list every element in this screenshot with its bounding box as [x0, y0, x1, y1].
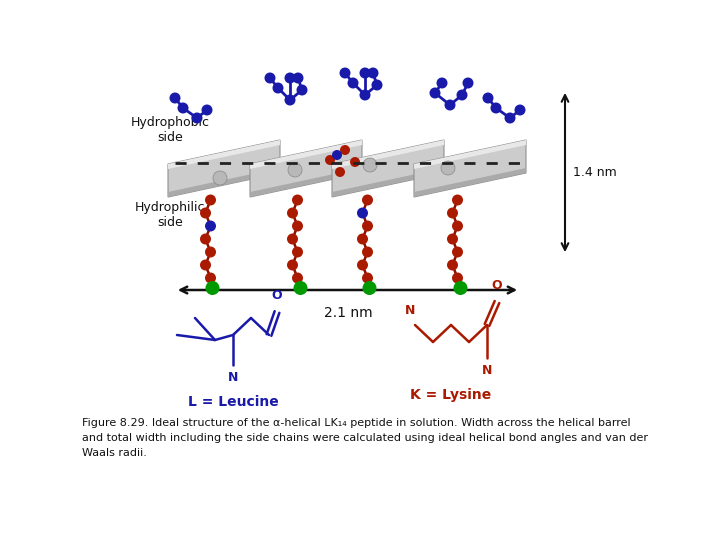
Circle shape — [456, 90, 467, 100]
Text: O: O — [271, 289, 282, 302]
Polygon shape — [332, 140, 444, 197]
Circle shape — [447, 233, 458, 245]
Circle shape — [362, 273, 373, 284]
Polygon shape — [332, 168, 444, 197]
Circle shape — [205, 194, 216, 206]
Text: 1.4 nm: 1.4 nm — [573, 165, 617, 179]
Circle shape — [200, 233, 211, 245]
Circle shape — [452, 246, 463, 258]
Text: Figure 8.29. Ideal structure of the α-helical LK₁₄ peptide in solution. Width ac: Figure 8.29. Ideal structure of the α-he… — [82, 418, 648, 457]
Polygon shape — [250, 140, 362, 169]
Polygon shape — [414, 168, 526, 197]
Circle shape — [357, 207, 368, 219]
Circle shape — [292, 194, 303, 206]
Circle shape — [348, 78, 359, 89]
Circle shape — [515, 105, 526, 116]
Circle shape — [462, 78, 474, 89]
Circle shape — [357, 233, 368, 245]
Circle shape — [287, 260, 298, 271]
Circle shape — [292, 273, 303, 284]
Circle shape — [444, 99, 456, 111]
Circle shape — [332, 150, 342, 160]
Text: N: N — [482, 364, 492, 377]
Circle shape — [264, 72, 276, 84]
Polygon shape — [168, 140, 280, 169]
Circle shape — [505, 112, 516, 124]
Text: O: O — [492, 279, 503, 292]
Circle shape — [441, 161, 455, 175]
Circle shape — [363, 158, 377, 172]
Circle shape — [288, 163, 302, 177]
Circle shape — [454, 281, 467, 295]
Text: L = Leucine: L = Leucine — [188, 395, 279, 409]
Circle shape — [359, 90, 371, 100]
Polygon shape — [168, 168, 280, 197]
Circle shape — [362, 281, 377, 295]
Circle shape — [367, 68, 379, 78]
Circle shape — [452, 273, 463, 284]
Circle shape — [202, 105, 212, 116]
Circle shape — [335, 167, 345, 177]
Circle shape — [325, 155, 335, 165]
Circle shape — [362, 220, 373, 232]
Circle shape — [436, 78, 448, 89]
Circle shape — [284, 72, 295, 84]
Circle shape — [430, 87, 441, 98]
Circle shape — [372, 79, 382, 91]
Text: 2.1 nm: 2.1 nm — [324, 306, 372, 320]
Circle shape — [192, 112, 202, 124]
Circle shape — [200, 207, 211, 219]
Circle shape — [287, 233, 298, 245]
Circle shape — [359, 68, 371, 78]
Circle shape — [357, 260, 368, 271]
Circle shape — [292, 72, 304, 84]
Circle shape — [287, 207, 298, 219]
Circle shape — [340, 68, 351, 78]
Circle shape — [297, 84, 307, 96]
Text: K = Lysine: K = Lysine — [410, 388, 492, 402]
Text: Hydrophobic
side: Hydrophobic side — [130, 116, 210, 144]
Circle shape — [205, 281, 220, 295]
Text: N: N — [228, 371, 238, 384]
Polygon shape — [250, 168, 362, 197]
Circle shape — [169, 92, 181, 104]
Text: Hydrophilic
side: Hydrophilic side — [135, 201, 205, 229]
Circle shape — [213, 171, 227, 185]
Circle shape — [350, 157, 360, 167]
Circle shape — [284, 94, 295, 105]
Polygon shape — [168, 140, 280, 197]
Circle shape — [178, 103, 189, 113]
Polygon shape — [250, 140, 362, 197]
Polygon shape — [414, 140, 526, 169]
Circle shape — [482, 92, 493, 104]
Text: N: N — [405, 304, 415, 317]
Circle shape — [205, 220, 216, 232]
Circle shape — [205, 273, 216, 284]
Circle shape — [205, 246, 216, 258]
Circle shape — [340, 145, 350, 155]
Circle shape — [452, 194, 463, 206]
Circle shape — [200, 260, 211, 271]
Circle shape — [447, 207, 458, 219]
Circle shape — [452, 220, 463, 232]
Circle shape — [294, 281, 307, 295]
Circle shape — [292, 246, 303, 258]
Circle shape — [362, 194, 373, 206]
Polygon shape — [332, 140, 444, 169]
Circle shape — [490, 103, 502, 113]
Circle shape — [292, 220, 303, 232]
Polygon shape — [414, 140, 526, 197]
Circle shape — [272, 83, 284, 93]
Circle shape — [447, 260, 458, 271]
Circle shape — [362, 246, 373, 258]
